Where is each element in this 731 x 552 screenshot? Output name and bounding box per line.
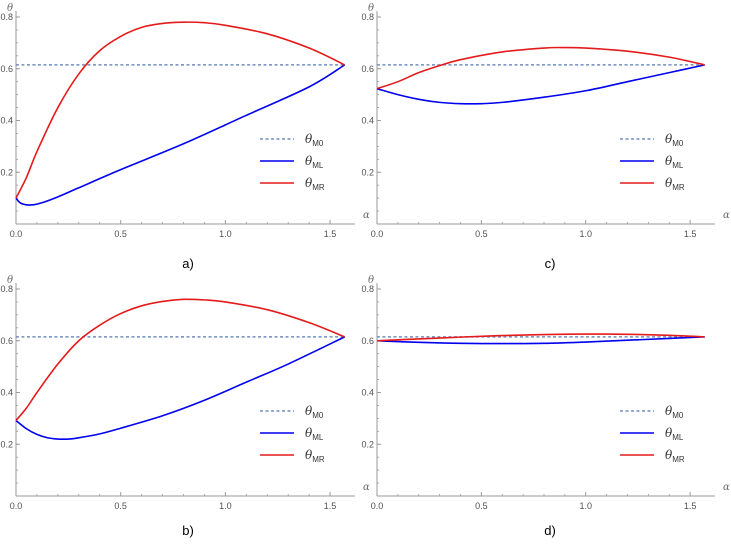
series-line-theta-ml: [376, 64, 705, 105]
legend-subscript: M0: [312, 411, 324, 420]
y-axis-label: θ: [368, 275, 374, 286]
legend-label: θMR: [665, 176, 685, 192]
legend-label: θM0: [305, 404, 324, 420]
legend-symbol: θ: [305, 448, 313, 462]
legend-subscript: MR: [312, 455, 325, 464]
legend-label: θM0: [665, 404, 684, 420]
y-axis-label: θ: [7, 275, 13, 286]
y-tick-label: 0.4: [0, 388, 13, 398]
panel-label: a): [182, 256, 194, 271]
x-tick-label: 1.0: [219, 501, 232, 511]
legend-symbol: θ: [665, 448, 673, 462]
series-line-theta-ml: [15, 336, 346, 441]
y-tick-label: 0.4: [361, 116, 374, 126]
legend-subscript: M0: [672, 139, 684, 148]
y-tick-label: 0.6: [0, 64, 13, 74]
y-tick-label: 0.6: [361, 336, 374, 346]
x-tick-label: 0.5: [114, 229, 127, 239]
legend-label: θML: [305, 426, 324, 442]
legend-symbol: θ: [305, 154, 313, 168]
y-tick-label: 0.8: [0, 284, 13, 294]
y-tick-label: 0.8: [0, 12, 13, 22]
x-tick-label: 0.0: [10, 501, 23, 511]
x-tick-label: 1.5: [324, 229, 337, 239]
x-tick-label: 1.5: [324, 501, 337, 511]
legend-subscript: ML: [672, 161, 684, 170]
legend-symbol: θ: [305, 426, 313, 440]
x-tick-label: 0.5: [475, 501, 488, 511]
x-tick-label: 0.5: [475, 229, 488, 239]
panel-label: c): [545, 256, 556, 271]
legend-symbol: θ: [305, 176, 313, 190]
series-line-theta-ml: [376, 336, 705, 345]
y-tick-label: 0.4: [361, 388, 374, 398]
y-axis-label: θ: [368, 3, 374, 14]
x-tick-label: 0.0: [371, 501, 384, 511]
x-axis-label: α: [723, 210, 730, 221]
x-axis-label: α: [363, 210, 370, 221]
y-tick-label: 0.8: [361, 284, 374, 294]
y-tick-label: 0.4: [0, 116, 13, 126]
y-tick-label: 0.2: [0, 439, 13, 449]
panel-label: b): [182, 523, 194, 538]
legend-symbol: θ: [665, 404, 673, 418]
x-tick-label: 0.5: [114, 501, 127, 511]
y-tick-label: 0.2: [0, 167, 13, 177]
legend-subscript: MR: [312, 183, 325, 192]
legend-label: θML: [305, 154, 324, 170]
legend-symbol: θ: [665, 176, 673, 190]
y-tick-label: 0.6: [361, 64, 374, 74]
x-axis-label: α: [723, 482, 730, 493]
x-tick-label: 0.0: [371, 229, 384, 239]
legend-label: θML: [665, 426, 684, 442]
x-tick-label: 1.0: [579, 229, 592, 239]
legend-subscript: ML: [672, 433, 684, 442]
legend-subscript: M0: [312, 139, 324, 148]
legend-symbol: θ: [665, 426, 673, 440]
series-line-theta-mr: [15, 298, 346, 421]
panel-label: d): [544, 523, 556, 538]
legend-label: θM0: [305, 132, 324, 148]
legend-label: θML: [665, 154, 684, 170]
legend-subscript: ML: [312, 161, 324, 170]
y-tick-label: 0.2: [361, 439, 374, 449]
y-tick-label: 0.6: [0, 336, 13, 346]
y-axis-label: θ: [7, 3, 13, 14]
legend-subscript: MR: [672, 455, 685, 464]
legend-label: θMR: [305, 176, 325, 192]
x-tick-label: 0.0: [10, 229, 23, 239]
x-tick-label: 1.5: [684, 229, 697, 239]
series-line-theta-mr: [376, 46, 705, 90]
x-tick-label: 1.0: [219, 229, 232, 239]
legend-label: θMR: [665, 448, 685, 464]
legend-label: θMR: [305, 448, 325, 464]
y-tick-label: 0.2: [361, 167, 374, 177]
legend-label: θM0: [665, 132, 684, 148]
x-axis-label: α: [363, 482, 370, 493]
legend-symbol: θ: [665, 132, 673, 146]
x-tick-label: 1.5: [684, 501, 697, 511]
series-line-theta-ml: [15, 64, 346, 206]
legend-subscript: ML: [312, 433, 324, 442]
y-tick-label: 0.8: [361, 12, 374, 22]
series-line-theta-mr: [376, 333, 705, 342]
legend-subscript: M0: [672, 411, 684, 420]
legend-symbol: θ: [305, 404, 313, 418]
legend-symbol: θ: [665, 154, 673, 168]
series-line-theta-mr: [15, 21, 346, 199]
x-tick-label: 1.0: [579, 501, 592, 511]
legend-subscript: MR: [672, 183, 685, 192]
legend-symbol: θ: [305, 132, 313, 146]
